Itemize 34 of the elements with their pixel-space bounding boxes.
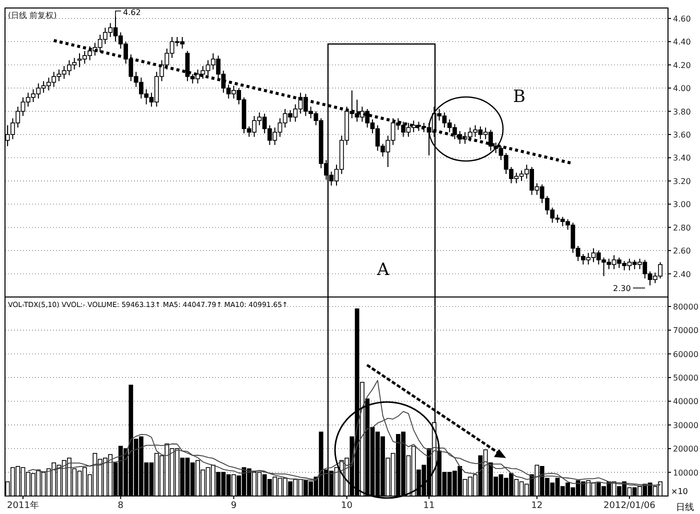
x-tick-label: 10 (341, 501, 353, 511)
y-tick-label: 4.00 (673, 84, 691, 94)
y-tick-label: 4.40 (673, 38, 691, 47)
y-tick-label: 3.00 (673, 200, 691, 210)
x-tick-label: 11 (423, 501, 435, 511)
y-tick-label: 3.40 (673, 154, 691, 163)
x-tick-label: 2011年 (7, 500, 39, 511)
y-tick-label: 3.20 (673, 176, 691, 186)
x-tick-label: 2012/01/06 (604, 501, 656, 511)
y-tick-label: 2.60 (673, 246, 691, 256)
y-tick-label: 2.80 (673, 223, 691, 232)
x-tick-label: 9 (230, 501, 237, 511)
chart-title: (日线 前复权) (8, 11, 57, 20)
y-tick-label: 20000 (673, 444, 698, 454)
y-tick-label: 60000 (673, 350, 698, 359)
y-tick-label: 3.80 (673, 107, 691, 116)
y-tick-label: 2.40 (673, 270, 691, 279)
y-tick-label: 4.60 (673, 14, 691, 24)
y-tick-label: 40000 (673, 397, 698, 406)
y-tick-label: 10000 (673, 468, 698, 478)
y-tick-label: 3.60 (673, 130, 691, 140)
annotation: 2.30 (613, 284, 631, 293)
annotation: 4.62 (123, 8, 141, 17)
x-tick-label: 12 (531, 501, 543, 511)
y-tick-label: 30000 (673, 420, 698, 430)
y-tick-label: 50000 (673, 374, 698, 383)
y-tick-label: 4.20 (673, 60, 691, 70)
y-tick-label: 80000 (673, 302, 698, 312)
x-tick-label: 8 (118, 501, 124, 511)
annotation: B (513, 87, 526, 107)
text: ×10 (671, 487, 688, 496)
y-tick-label: 70000 (673, 326, 698, 336)
annotation: A (376, 260, 390, 280)
text: 日线 (676, 502, 694, 513)
